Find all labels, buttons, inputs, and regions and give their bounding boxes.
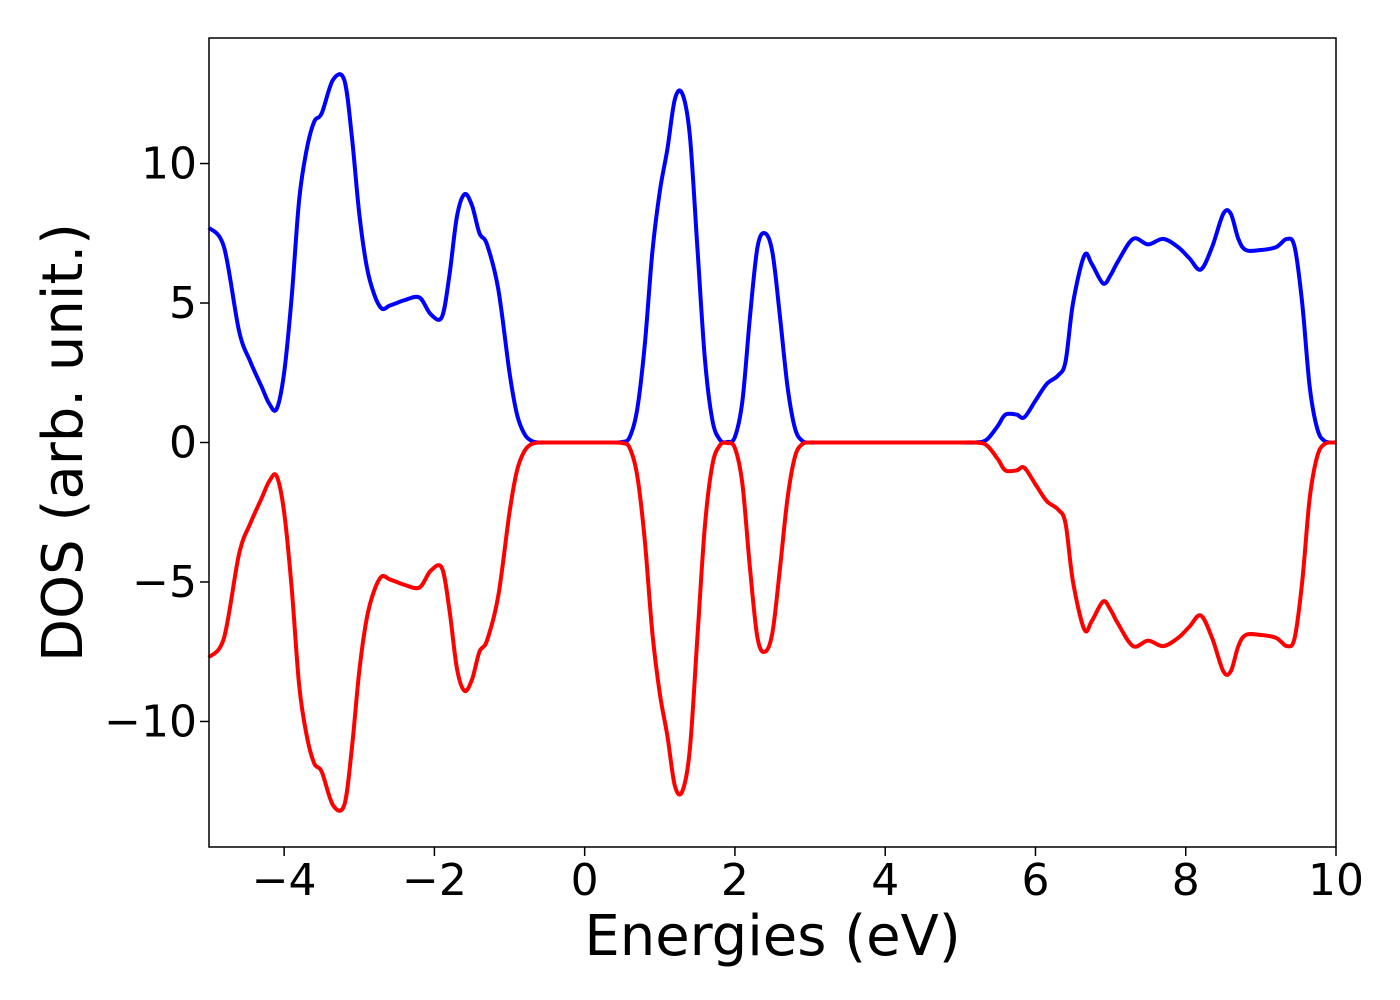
y-tick-label: −5 [132, 557, 197, 608]
y-tick-label: 5 [169, 278, 197, 329]
series-line-2 [207, 440, 1337, 813]
series-layer [207, 72, 1337, 813]
x-axis-ticks: −4 −2 0 2 4 6 8 10 [252, 847, 1364, 906]
y-tick-label: −10 [104, 696, 197, 747]
series-line-1 [207, 72, 1337, 445]
x-tick-label: 6 [1021, 855, 1049, 906]
x-tick-label: −2 [402, 855, 467, 906]
y-axis-label: DOS (arb. unit.) [31, 223, 96, 662]
x-tick-label: −4 [252, 855, 317, 906]
plot-frame [208, 37, 1337, 848]
y-tick-label: 0 [169, 418, 197, 469]
y-axis-ticks: −10 −5 0 5 10 [104, 139, 209, 747]
x-tick-label: 4 [871, 855, 899, 906]
x-tick-label: 8 [1172, 855, 1200, 906]
x-axis-label: Energies (eV) [584, 904, 960, 969]
x-tick-label: 2 [721, 855, 749, 906]
x-tick-label: 10 [1308, 855, 1364, 906]
x-tick-label: 0 [571, 855, 599, 906]
y-tick-label: 10 [141, 139, 197, 190]
